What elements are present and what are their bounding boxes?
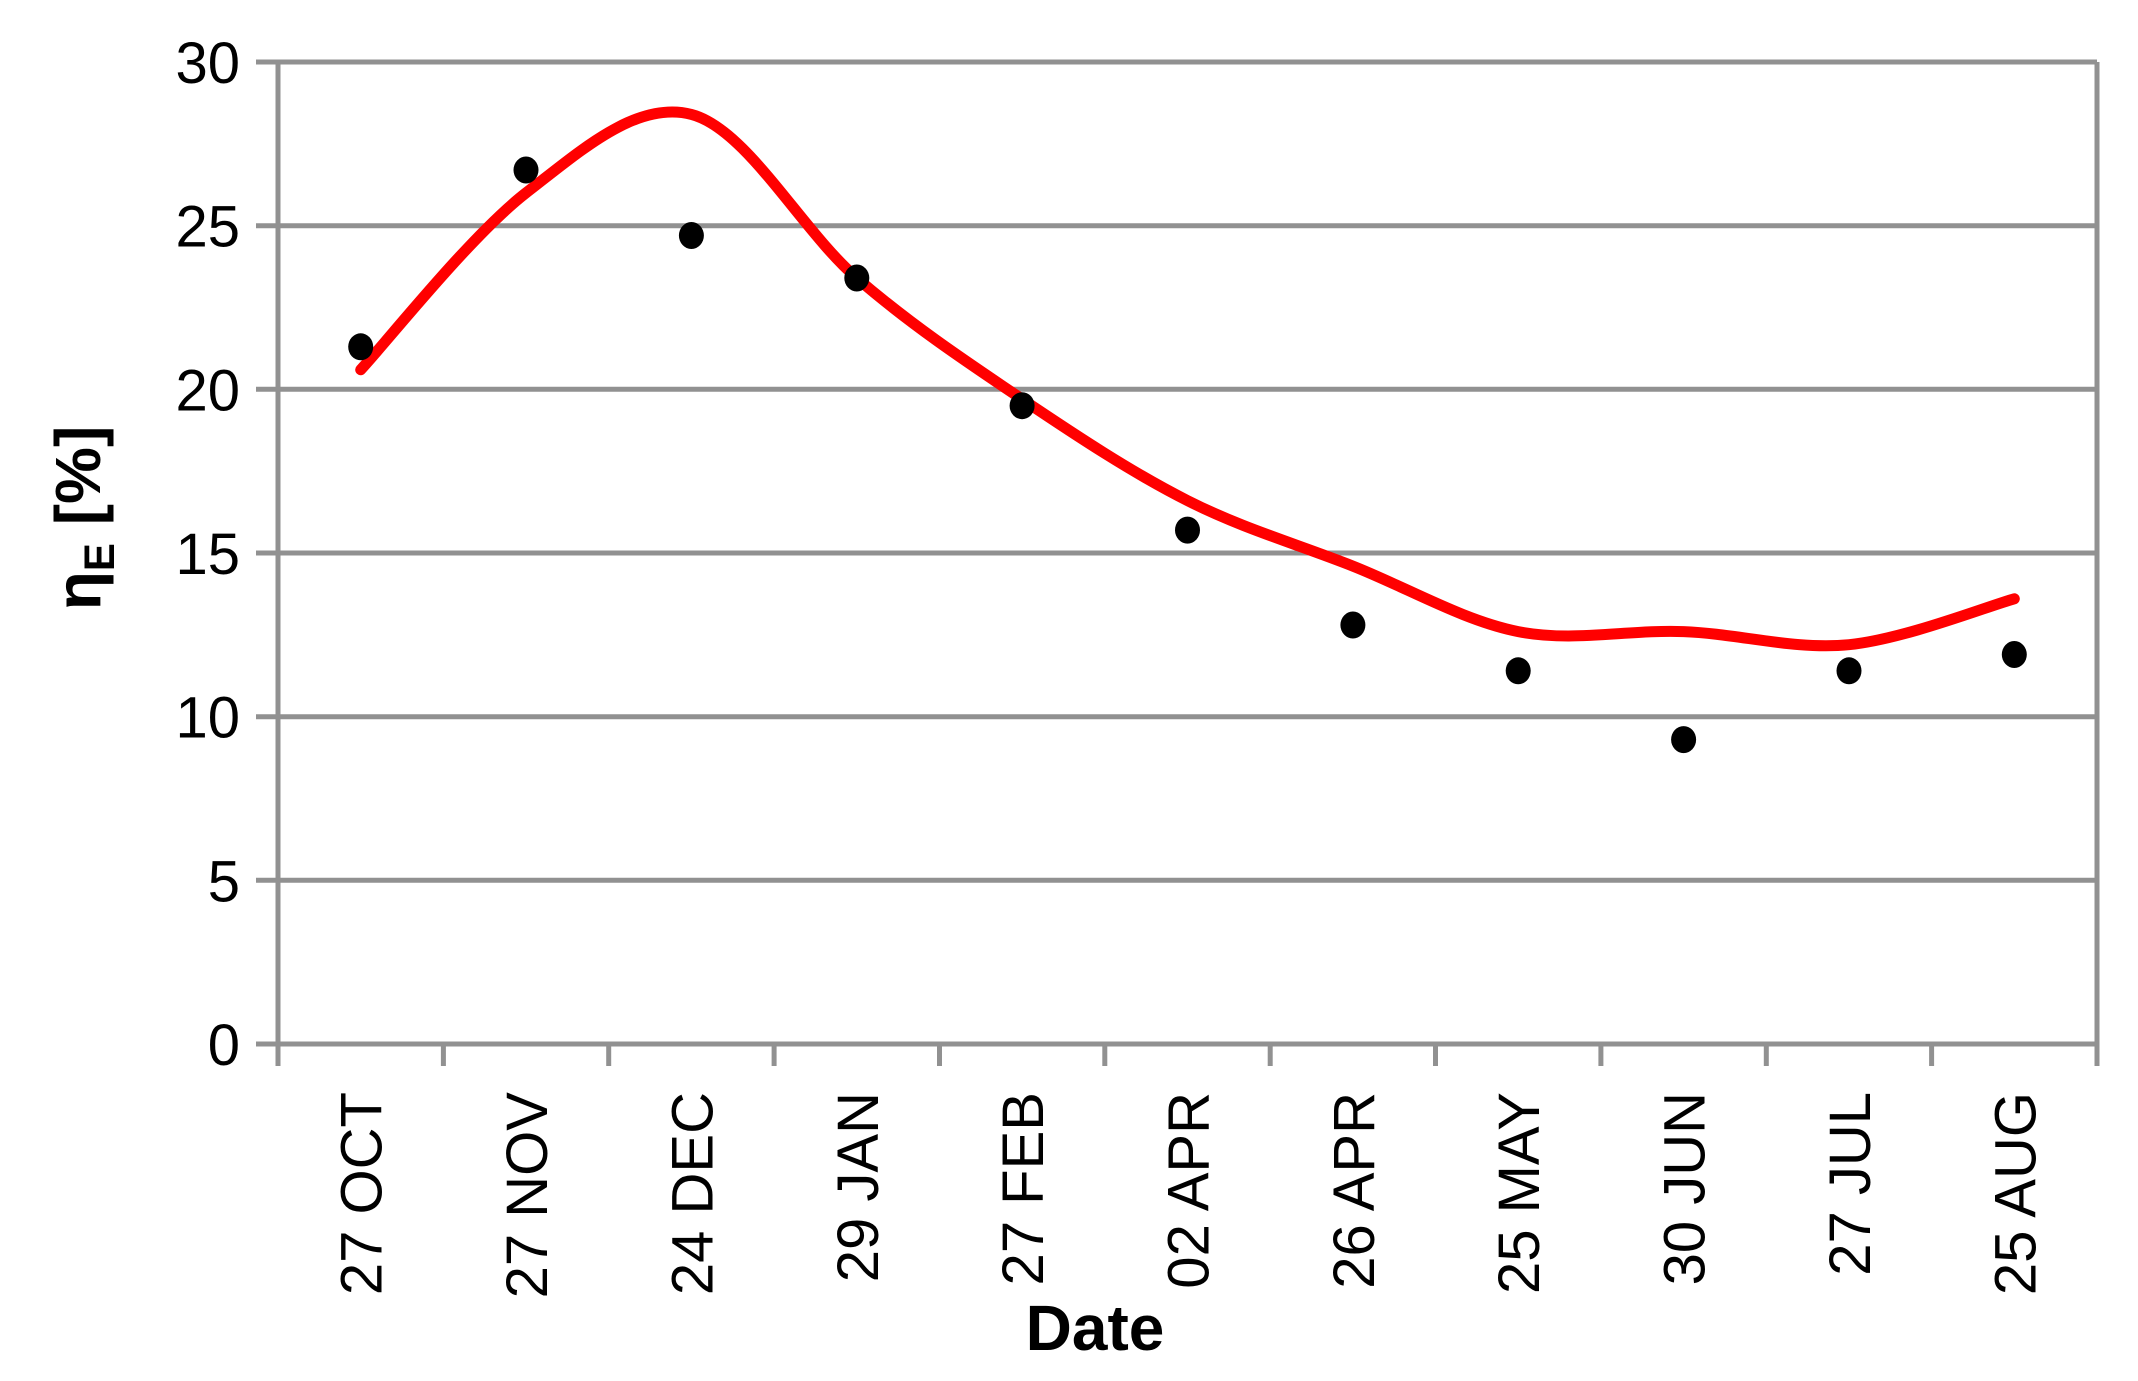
data-point — [348, 333, 374, 361]
data-point — [1175, 516, 1200, 544]
data-point — [678, 222, 704, 249]
data-point — [844, 264, 870, 292]
x-tick-label: 02 APR — [1157, 1092, 1222, 1289]
y-tick-label: 0 — [208, 1013, 240, 1078]
y-axis-title: ηE [%] — [38, 218, 123, 818]
x-tick-label: 29 JAN — [826, 1092, 891, 1282]
data-point — [513, 156, 539, 184]
data-point — [2001, 641, 2027, 668]
y-tick-label: 20 — [175, 358, 240, 423]
y-tick-label: 5 — [208, 849, 240, 914]
x-axis-title: Date — [1025, 1292, 1165, 1364]
data-point — [1340, 611, 1366, 639]
x-tick-label: 25 MAY — [1487, 1092, 1552, 1294]
x-tick-label: 24 DEC — [660, 1092, 725, 1295]
trend-line — [355, 106, 2020, 652]
x-tick-label: 27 FEB — [991, 1092, 1056, 1285]
x-tick-label: 27 NOV — [495, 1092, 560, 1299]
x-tick-label: 25 AUG — [1983, 1092, 2048, 1295]
x-tick-label: 26 APR — [1322, 1092, 1387, 1289]
data-point — [1671, 726, 1697, 754]
data-point — [1009, 392, 1035, 420]
x-tick-label: 27 JUL — [1818, 1092, 1883, 1276]
y-axis-symbol: η — [42, 571, 114, 611]
y-tick-label: 15 — [175, 522, 240, 587]
y-axis-subscript: E — [75, 543, 123, 572]
y-tick-label: 30 — [175, 31, 240, 96]
y-tick-label: 10 — [175, 686, 240, 751]
y-tick-label: 25 — [175, 195, 240, 260]
x-tick-label: 30 JUN — [1653, 1092, 1718, 1285]
y-axis-unit: [%] — [42, 425, 114, 544]
x-tick-label: 27 OCT — [330, 1092, 395, 1295]
data-point — [1505, 657, 1531, 685]
data-point — [1836, 657, 1862, 685]
